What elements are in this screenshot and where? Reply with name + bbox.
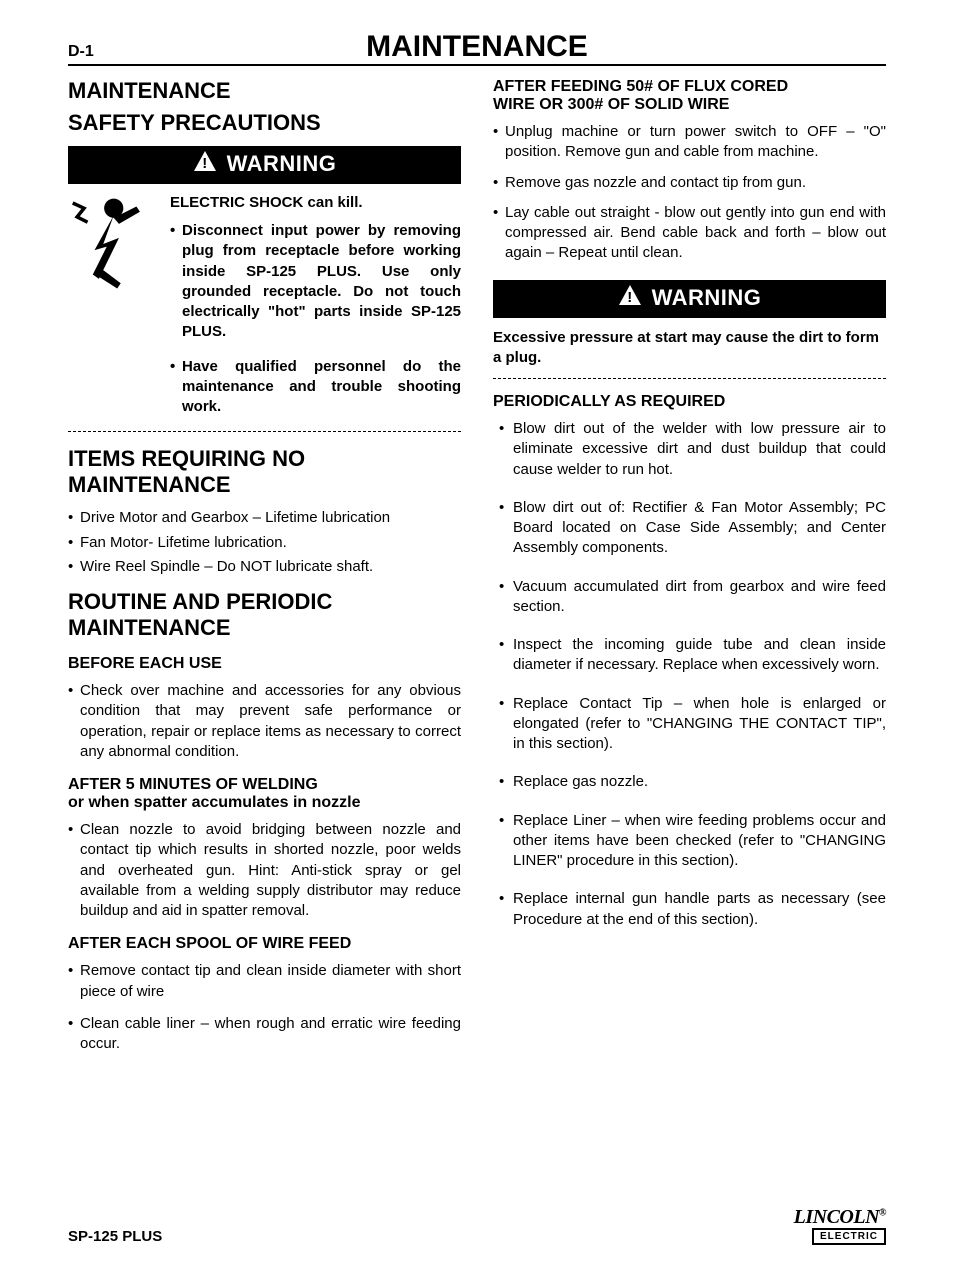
list-item: Replace Contact Tip – when hole is enlar… (493, 694, 886, 755)
feed-list: Unplug machine or turn power switch to O… (493, 122, 886, 264)
subheading-periodically: PERIODICALLY AS REQUIRED (493, 393, 886, 411)
svg-text:!: ! (202, 155, 208, 172)
subheading-after-5min-2: or when spatter accumulates in nozzle (68, 794, 461, 812)
lincoln-logo: LINCOLN® ELECTRIC (794, 1208, 886, 1245)
page-header: D-1 MAINTENANCE (68, 30, 886, 66)
list-item: Wire Reel Spindle – Do NOT lubricate sha… (68, 557, 461, 577)
electric-shock-icon (68, 194, 156, 297)
list-item: Clean cable liner – when rough and errat… (68, 1014, 461, 1055)
warning-banner: ! WARNING (68, 146, 461, 184)
right-column: AFTER FEEDING 50# OF FLUX CORED WIRE OR … (493, 72, 886, 1058)
list-item: Fan Motor- Lifetime lubrication. (68, 533, 461, 553)
electric-shock-text: ELECTRIC SHOCK can kill. Disconnect inpu… (170, 194, 461, 421)
list-item: Blow dirt out of: Rectifier & Fan Motor … (493, 498, 886, 559)
logo-top-text: LINCOLN® (794, 1208, 886, 1226)
list-item: Replace gas nozzle. (493, 772, 886, 792)
warning-label: WARNING (652, 285, 762, 311)
list-item: Lay cable out straight - blow out gently… (493, 203, 886, 264)
page-footer: SP-125 PLUS LINCOLN® ELECTRIC (68, 1208, 886, 1245)
shock-bullets: Disconnect input power by removing plug … (170, 221, 461, 417)
heading-no-maintenance: ITEMS REQUIRING NO MAINTENANCE (68, 446, 461, 498)
shock-title: ELECTRIC SHOCK can kill. (170, 194, 461, 211)
pressure-warning-text: Excessive pressure at start may cause th… (493, 328, 886, 369)
footer-model: SP-125 PLUS (68, 1228, 162, 1245)
list-item: Disconnect input power by removing plug … (170, 221, 461, 343)
list-item: Remove contact tip and clean inside diam… (68, 961, 461, 1002)
subheading-after-5min-1: AFTER 5 MINUTES OF WELDING (68, 776, 461, 794)
svg-text:!: ! (627, 289, 633, 306)
subheading-after-spool: AFTER EACH SPOOL OF WIRE FEED (68, 935, 461, 953)
warning-triangle-icon: ! (193, 150, 217, 178)
logo-bottom-text: ELECTRIC (812, 1228, 886, 1245)
no-maint-list: Drive Motor and Gearbox – Lifetime lubri… (68, 508, 461, 577)
list-item: Unplug machine or turn power switch to O… (493, 122, 886, 163)
subheading-before-use: BEFORE EACH USE (68, 655, 461, 673)
heading-safety-precautions: SAFETY PRECAUTIONS (68, 110, 461, 136)
list-item: Replace Liner – when wire feeding proble… (493, 811, 886, 872)
list-item: Vacuum accumulated dirt from gearbox and… (493, 577, 886, 618)
warning-triangle-icon: ! (618, 284, 642, 312)
list-item: Remove gas nozzle and contact tip from g… (493, 173, 886, 193)
periodic-list: Blow dirt out of the welder with low pre… (493, 419, 886, 930)
warning-label: WARNING (227, 151, 337, 177)
list-item: Have qualified personnel do the maintena… (170, 357, 461, 418)
divider (493, 378, 886, 379)
subheading-after-feeding-2: WIRE OR 300# OF SOLID WIRE (493, 96, 886, 114)
warning-banner-2: ! WARNING (493, 280, 886, 318)
list-item: Inspect the incoming guide tube and clea… (493, 635, 886, 676)
list-item: Check over machine and accessories for a… (68, 681, 461, 762)
electric-shock-block: ELECTRIC SHOCK can kill. Disconnect inpu… (68, 194, 461, 421)
before-list: Check over machine and accessories for a… (68, 681, 461, 762)
list-item: Blow dirt out of the welder with low pre… (493, 419, 886, 480)
content-columns: MAINTENANCE SAFETY PRECAUTIONS ! WARNING… (68, 72, 886, 1058)
subheading-after-feeding-1: AFTER FEEDING 50# OF FLUX CORED (493, 78, 886, 96)
heading-routine: ROUTINE AND PERIODIC MAINTENANCE (68, 589, 461, 641)
heading-maintenance: MAINTENANCE (68, 78, 461, 104)
list-item: Replace internal gun handle parts as nec… (493, 889, 886, 930)
left-column: MAINTENANCE SAFETY PRECAUTIONS ! WARNING… (68, 72, 461, 1058)
page-title: MAINTENANCE (68, 30, 886, 64)
spool-list: Remove contact tip and clean inside diam… (68, 961, 461, 1054)
list-item: Clean nozzle to avoid bridging between n… (68, 820, 461, 921)
after5-list: Clean nozzle to avoid bridging between n… (68, 820, 461, 921)
list-item: Drive Motor and Gearbox – Lifetime lubri… (68, 508, 461, 528)
divider (68, 431, 461, 432)
